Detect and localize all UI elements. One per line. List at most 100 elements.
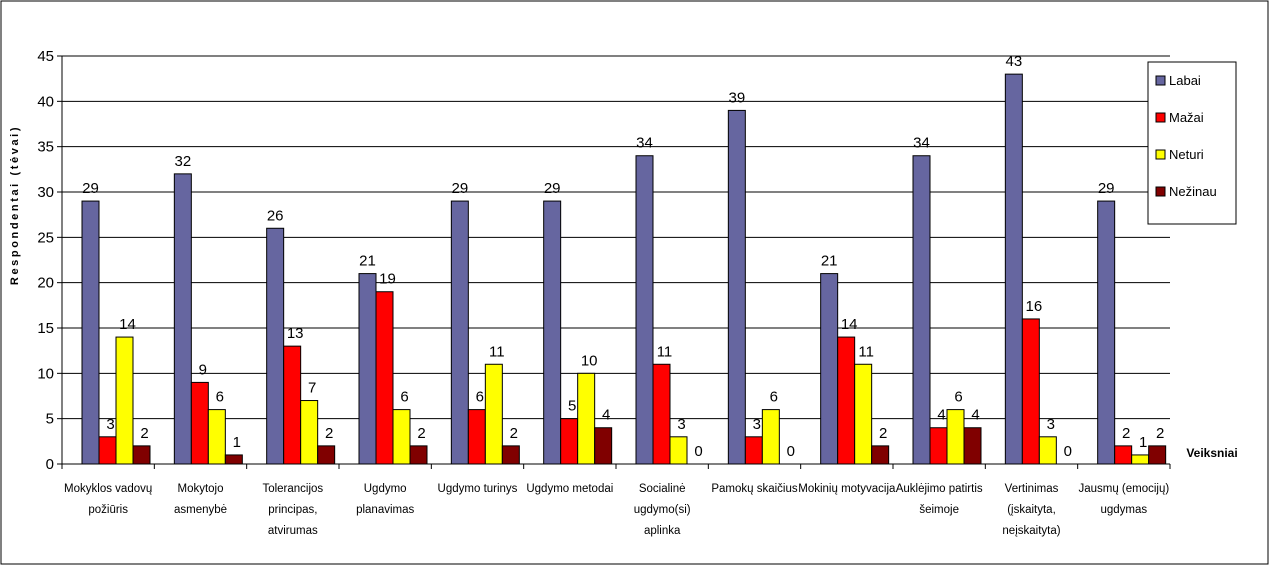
bar-mažai (652, 363, 671, 465)
bar-labai (912, 155, 931, 465)
data-label: 11 (858, 343, 874, 360)
bar-neturi (207, 409, 226, 465)
data-label: 2 (510, 425, 518, 442)
category-label: Vertinimas (įskaityta, neįskaityta) (1002, 483, 1060, 537)
category-label: Mokinių motyvacija (798, 483, 896, 495)
data-label: 2 (417, 425, 425, 442)
y-tick-label: 20 (37, 275, 54, 292)
bar-mažai (467, 409, 486, 465)
data-label: 3 (753, 416, 761, 433)
data-label: 14 (841, 316, 858, 333)
data-label: 19 (379, 271, 396, 288)
category-label: Auklėjimo patirtis šeimoje (896, 483, 983, 516)
legend-label: Labai (1169, 73, 1201, 88)
category-label: Ugdymo metodai (526, 483, 613, 495)
data-label: 16 (1025, 298, 1042, 315)
data-label: 34 (913, 135, 930, 152)
bar-nežinau (594, 427, 613, 465)
data-label: 32 (174, 153, 191, 170)
data-label: 3 (677, 416, 685, 433)
bar-nežinau (963, 427, 982, 465)
axes-group (57, 55, 1171, 469)
category-label: Mokyklos vadovų požiūris (64, 483, 152, 516)
bar-mažai (837, 336, 856, 465)
x-axis-title: Veiksniai (1186, 446, 1237, 460)
category-label: Socialinė ugdymo(si) aplinka (634, 483, 691, 537)
legend-swatch (1155, 75, 1166, 86)
data-label: 1 (233, 434, 241, 451)
bar-neturi (392, 409, 411, 465)
data-label: 0 (1064, 443, 1072, 460)
legend-swatch (1155, 149, 1166, 160)
y-tick-label: 45 (37, 48, 54, 65)
bar-labai (543, 200, 562, 465)
data-label: 21 (359, 253, 376, 270)
bar-mažai (375, 291, 394, 465)
bar-neturi (1131, 454, 1150, 465)
data-label: 13 (287, 325, 304, 342)
bar-labai (450, 200, 469, 465)
bar-neturi (761, 409, 780, 465)
y-tick-label: 0 (46, 456, 54, 473)
data-label: 6 (400, 389, 408, 406)
data-label: 6 (216, 389, 224, 406)
bar-neturi (484, 363, 503, 465)
bar-labai (266, 227, 285, 465)
data-label: 14 (119, 316, 136, 333)
legend-swatch (1155, 112, 1166, 123)
legend-box (1147, 61, 1237, 225)
bar-nežinau (1148, 445, 1167, 465)
bar-nežinau (409, 445, 428, 465)
bar-mažai (283, 345, 302, 465)
data-label: 26 (267, 207, 284, 224)
data-label: 4 (937, 407, 945, 424)
bar-mažai (98, 436, 117, 465)
data-label: 1 (1139, 434, 1147, 451)
bar-mažai (560, 418, 579, 465)
bar-mažai (929, 427, 948, 465)
data-label: 7 (308, 380, 316, 397)
bar-neturi (300, 400, 319, 465)
bar-labai (727, 109, 746, 465)
data-label: 39 (728, 89, 745, 106)
grid-lines (62, 55, 1170, 420)
bar-nežinau (224, 454, 243, 465)
data-label: 9 (199, 361, 207, 378)
bar-nežinau (132, 445, 151, 465)
data-label: 0 (787, 443, 795, 460)
y-tick-label: 15 (37, 320, 54, 337)
data-label: 6 (476, 389, 484, 406)
data-label: 34 (636, 135, 653, 152)
y-tick-label: 40 (37, 93, 54, 110)
data-label: 5 (568, 398, 576, 415)
data-label: 2 (325, 425, 333, 442)
bar-labai (358, 273, 377, 465)
bar-nežinau (317, 445, 336, 465)
data-label: 29 (82, 180, 99, 197)
bar-labai (81, 200, 100, 465)
legend-label: Mažai (1169, 110, 1204, 125)
bar-labai (635, 155, 654, 465)
data-label: 0 (694, 443, 702, 460)
bar-mažai (190, 381, 209, 465)
data-label: 2 (1122, 425, 1130, 442)
bar-neturi (946, 409, 965, 465)
bar-mažai (1021, 318, 1040, 465)
y-tick-label: 25 (37, 229, 54, 246)
bar-labai (820, 273, 839, 465)
category-label: Mokytojo asmenybė (174, 483, 227, 516)
y-tick-label: 35 (37, 139, 54, 156)
bar-neturi (669, 436, 688, 465)
data-label: 21 (821, 253, 838, 270)
data-label: 6 (770, 389, 778, 406)
data-label: 10 (581, 352, 598, 369)
category-label: Jausmų (emocijų) ugdymas (1078, 483, 1169, 516)
bar-nežinau (871, 445, 890, 465)
data-label: 4 (602, 407, 610, 424)
data-label: 4 (971, 407, 979, 424)
legend: Labai Mažai Neturi Nežinau (1147, 61, 1237, 225)
category-label: Ugdymo planavimas (356, 483, 414, 516)
